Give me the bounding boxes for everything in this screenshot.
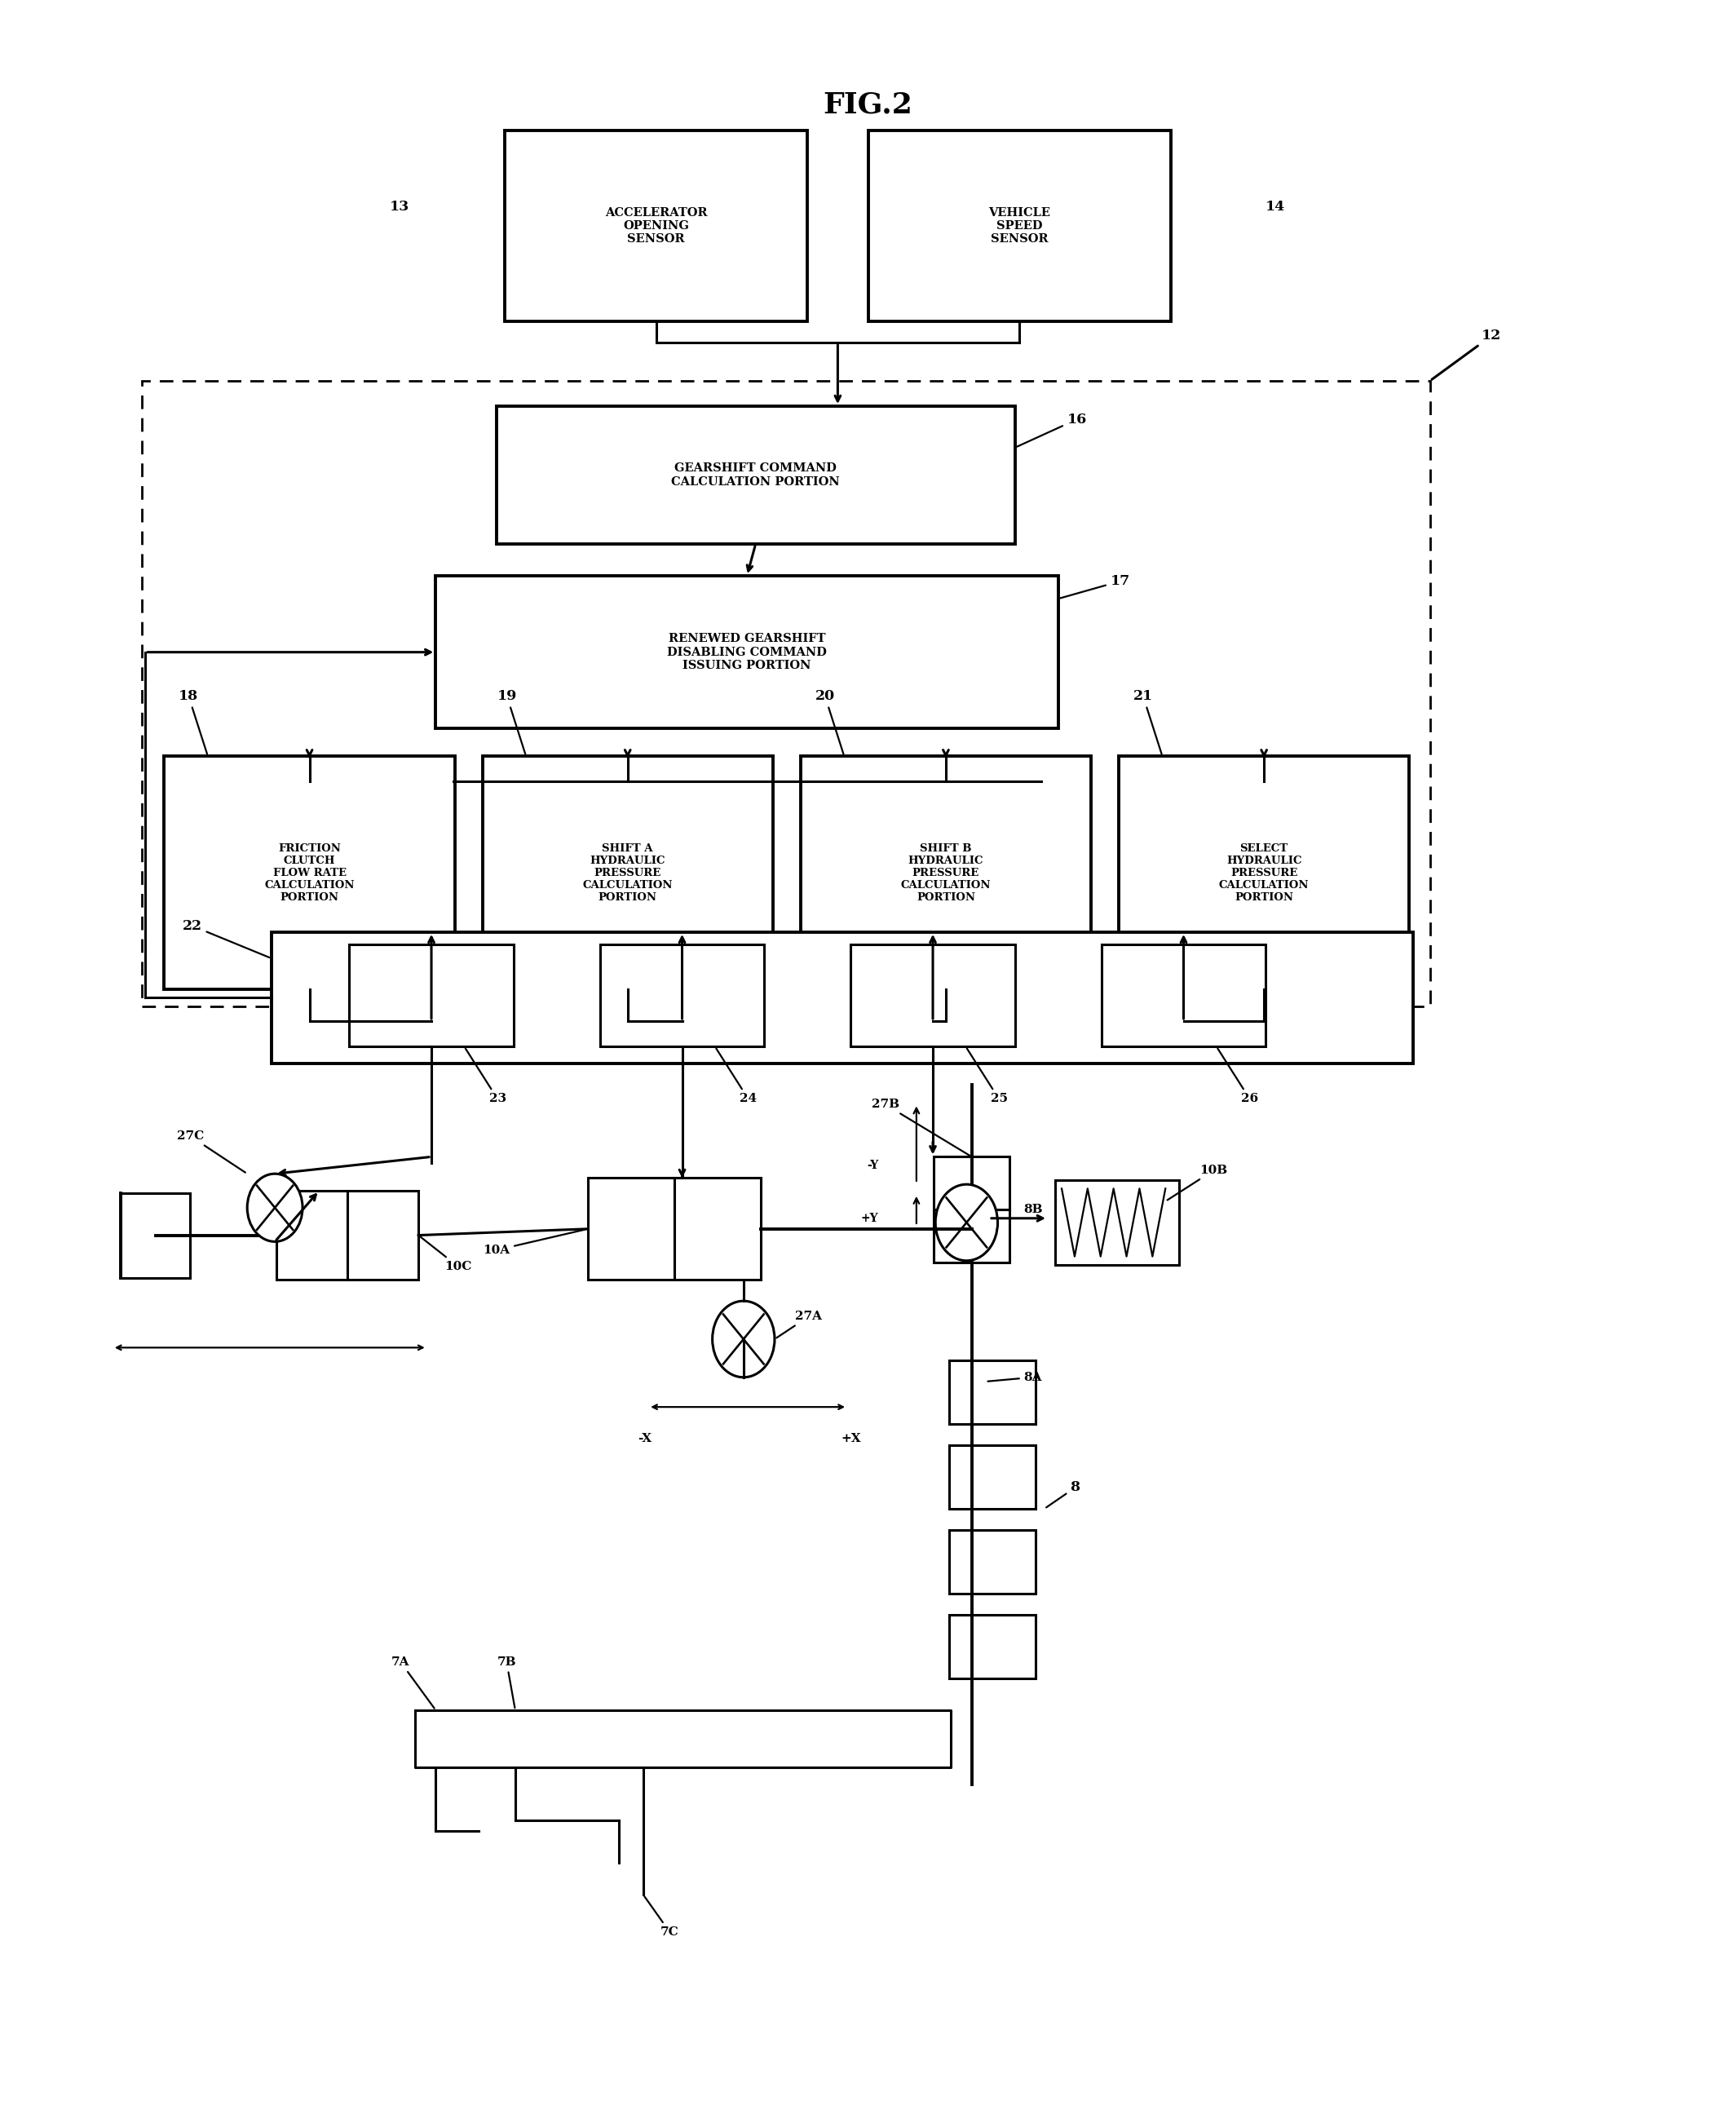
- Text: 27B: 27B: [871, 1100, 970, 1155]
- Text: RENEWED GEARSHIFT
DISABLING COMMAND
ISSUING PORTION: RENEWED GEARSHIFT DISABLING COMMAND ISSU…: [667, 634, 826, 672]
- Bar: [271, 932, 1413, 1064]
- Text: 7A: 7A: [391, 1657, 434, 1708]
- Text: 26: 26: [1217, 1049, 1259, 1104]
- Text: +X: +X: [840, 1434, 861, 1444]
- Text: 12: 12: [1432, 330, 1502, 379]
- Text: ACCELERATOR
OPENING
SENSOR: ACCELERATOR OPENING SENSOR: [604, 206, 707, 245]
- Text: 8B: 8B: [988, 1204, 1043, 1215]
- Text: 25: 25: [967, 1049, 1007, 1104]
- Bar: [868, 130, 1170, 321]
- Text: 22: 22: [182, 919, 269, 957]
- Text: 10B: 10B: [1167, 1163, 1227, 1200]
- Text: 20: 20: [816, 689, 844, 753]
- Text: 7B: 7B: [496, 1657, 516, 1708]
- Bar: [276, 1191, 347, 1280]
- Circle shape: [936, 1185, 998, 1261]
- Text: -Y: -Y: [866, 1159, 878, 1172]
- Bar: [851, 944, 1016, 1046]
- Bar: [950, 1529, 1036, 1593]
- Text: SHIFT B
HYDRAULIC
PRESSURE
CALCULATION
PORTION: SHIFT B HYDRAULIC PRESSURE CALCULATION P…: [901, 842, 991, 902]
- Text: 18: 18: [179, 689, 207, 753]
- Bar: [347, 1191, 418, 1280]
- Text: 23: 23: [465, 1049, 507, 1104]
- Text: 27C: 27C: [177, 1132, 245, 1172]
- Bar: [1055, 1180, 1179, 1266]
- Text: 8: 8: [1047, 1480, 1080, 1508]
- Text: 24: 24: [717, 1049, 757, 1104]
- Bar: [950, 1614, 1036, 1678]
- Text: 27A: 27A: [776, 1310, 823, 1338]
- Text: FIG.2: FIG.2: [823, 91, 913, 119]
- Text: 17: 17: [1061, 574, 1130, 598]
- Bar: [349, 944, 514, 1046]
- Text: 8A: 8A: [988, 1372, 1042, 1383]
- Text: -X: -X: [637, 1434, 653, 1444]
- Bar: [436, 576, 1059, 730]
- Bar: [934, 1157, 1010, 1210]
- Circle shape: [247, 1174, 302, 1242]
- Circle shape: [712, 1302, 774, 1378]
- Text: +Y: +Y: [861, 1212, 878, 1223]
- Bar: [483, 755, 773, 989]
- Bar: [934, 1210, 1010, 1263]
- Bar: [496, 406, 1016, 545]
- Text: 7C: 7C: [644, 1897, 679, 1938]
- Text: SELECT
HYDRAULIC
PRESSURE
CALCULATION
PORTION: SELECT HYDRAULIC PRESSURE CALCULATION PO…: [1219, 842, 1309, 902]
- Bar: [1118, 755, 1410, 989]
- Bar: [122, 1193, 191, 1278]
- Bar: [505, 130, 807, 321]
- Text: GEARSHIFT COMMAND
CALCULATION PORTION: GEARSHIFT COMMAND CALCULATION PORTION: [672, 464, 840, 487]
- Bar: [165, 755, 455, 989]
- Text: SHIFT A
HYDRAULIC
PRESSURE
CALCULATION
PORTION: SHIFT A HYDRAULIC PRESSURE CALCULATION P…: [583, 842, 672, 902]
- Text: 10A: 10A: [483, 1229, 585, 1255]
- Bar: [589, 1178, 674, 1280]
- Bar: [1101, 944, 1266, 1046]
- Bar: [674, 1178, 760, 1280]
- Bar: [950, 1361, 1036, 1423]
- Text: 14: 14: [1174, 200, 1285, 215]
- Text: 19: 19: [496, 689, 526, 753]
- Bar: [950, 1444, 1036, 1508]
- Bar: [142, 381, 1430, 1006]
- Text: FRICTION
CLUTCH
FLOW RATE
CALCULATION
PORTION: FRICTION CLUTCH FLOW RATE CALCULATION PO…: [264, 842, 354, 902]
- Text: 10C: 10C: [420, 1236, 472, 1272]
- Text: 21: 21: [1134, 689, 1161, 753]
- Text: VEHICLE
SPEED
SENSOR: VEHICLE SPEED SENSOR: [988, 206, 1050, 245]
- Bar: [800, 755, 1090, 989]
- Bar: [601, 944, 764, 1046]
- Text: 16: 16: [1017, 413, 1087, 447]
- Text: 13: 13: [391, 200, 503, 215]
